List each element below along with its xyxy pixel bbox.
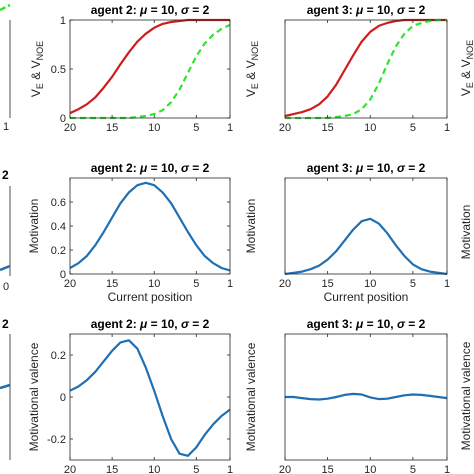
x-tick-label: 15 [322, 464, 334, 474]
plot-area [285, 392, 447, 401]
y-axis-label: Motivation [27, 199, 41, 254]
y-axis-label: Motivation [244, 199, 258, 254]
x-tick-label: 20 [64, 464, 76, 474]
x-tick-label: 15 [322, 122, 334, 134]
y-axis-label: Motivational valence [27, 342, 41, 451]
plot-area [70, 339, 230, 457]
x-tick-label: 10 [364, 464, 376, 474]
x-tick-label: 5 [193, 122, 199, 134]
y-axis-label: Motivational valence [244, 342, 258, 451]
left-cut-tick-1: 1 [3, 121, 9, 133]
axes-box [69, 333, 231, 461]
x-tick-label: 10 [148, 278, 160, 290]
y-axis-label: VE & VNOE [244, 41, 260, 97]
y-axis-label: VE & VNOE [29, 41, 45, 97]
x-tick-label: 20 [64, 122, 76, 134]
y-tick-label: 0.2 [51, 350, 66, 362]
right-cut-ylabel-3: Motivational valence [459, 341, 473, 450]
subplot-title: agent 2: μ = 10, σ = 2 [91, 161, 210, 175]
x-tick-label: 1 [444, 278, 450, 290]
y-tick-label: 0.2 [51, 245, 66, 257]
axes-box [69, 19, 231, 119]
y-tick-label: 1 [60, 15, 66, 27]
right-cut-ylabel-1: VE & VNOE [459, 40, 474, 96]
x-tick-label: 1 [444, 464, 450, 474]
plot-area [70, 18, 230, 120]
x-tick-label: 5 [193, 278, 199, 290]
plot-area [285, 18, 447, 120]
left-edge-fragments: 1 2 0 2 [0, 3, 11, 460]
left-cut-tick-2: 0 [3, 281, 9, 293]
x-axis-label: Current position [108, 290, 193, 304]
left-cut-blue-curve-2 [0, 264, 11, 272]
axes-box [284, 333, 448, 461]
y-tick-label: 0 [60, 392, 66, 404]
subplot-title: agent 2: μ = 10, σ = 2 [91, 317, 210, 331]
left-cut-green-curve [0, 3, 11, 12]
x-tick-label: 1 [444, 122, 450, 134]
series-line-1 [70, 339, 230, 457]
x-tick-label: 15 [106, 464, 118, 474]
y-tick-label: 0.4 [51, 221, 66, 233]
axes-box [69, 177, 231, 275]
x-tick-label: 20 [279, 278, 291, 290]
right-cut-ylabel-2: Motivation [459, 205, 473, 260]
x-tick-label: 10 [364, 122, 376, 134]
x-tick-label: 5 [410, 122, 416, 134]
left-cut-title-3: 2 [2, 317, 9, 331]
x-tick-label: 1 [227, 464, 233, 474]
x-tick-label: 20 [279, 122, 291, 134]
x-tick-label: 15 [322, 278, 334, 290]
subplot-title: agent 3: μ = 10, σ = 2 [307, 317, 426, 331]
y-tick-label: -0.2 [47, 434, 66, 446]
y-tick-label: 0 [60, 113, 66, 125]
right-edge-fragments: VE & VNOE Motivation Motivational valenc… [459, 40, 474, 450]
series-line-1 [285, 392, 447, 401]
subplot-title: agent 3: μ = 10, σ = 2 [307, 3, 426, 17]
x-tick-label: 1 [227, 278, 233, 290]
axes-box [284, 19, 448, 119]
series-line-1 [285, 217, 447, 276]
left-cut-blue-curve-3 [0, 383, 11, 390]
x-tick-label: 10 [148, 122, 160, 134]
x-tick-label: 15 [106, 122, 118, 134]
y-tick-label: 0.5 [51, 64, 66, 76]
x-tick-label: 20 [64, 278, 76, 290]
subplot-title: agent 3: μ = 10, σ = 2 [307, 161, 426, 175]
y-tick-label: 0 [60, 269, 66, 281]
y-tick-label: 0.6 [51, 197, 66, 209]
x-tick-label: 10 [148, 464, 160, 474]
left-cut-title-2: 2 [2, 168, 9, 182]
x-tick-label: 1 [227, 122, 233, 134]
subplot-r2c2: 20 15 10 5 1 agent 3: μ = 10, σ = 2 Current po… [244, 161, 450, 304]
axes-box [284, 177, 448, 275]
subplot-r1c2: 20 15 10 5 1 agent 3: μ = 10, σ = 2 VE & VNOE [244, 3, 450, 134]
x-tick-label: 20 [279, 464, 291, 474]
x-tick-label: 5 [410, 278, 416, 290]
x-tick-label: 15 [106, 278, 118, 290]
series-line-2 [70, 23, 230, 120]
plot-area [285, 217, 447, 276]
series-line-2 [285, 18, 447, 120]
series-line-1 [285, 18, 447, 118]
x-tick-label: 5 [193, 464, 199, 474]
plot-area [70, 181, 230, 272]
subplot-title: agent 2: μ = 10, σ = 2 [91, 3, 210, 17]
x-tick-label: 10 [364, 278, 376, 290]
x-axis-label: Current position [324, 290, 409, 304]
series-line-1 [70, 18, 230, 115]
x-tick-label: 5 [410, 464, 416, 474]
series-line-1 [70, 181, 230, 272]
